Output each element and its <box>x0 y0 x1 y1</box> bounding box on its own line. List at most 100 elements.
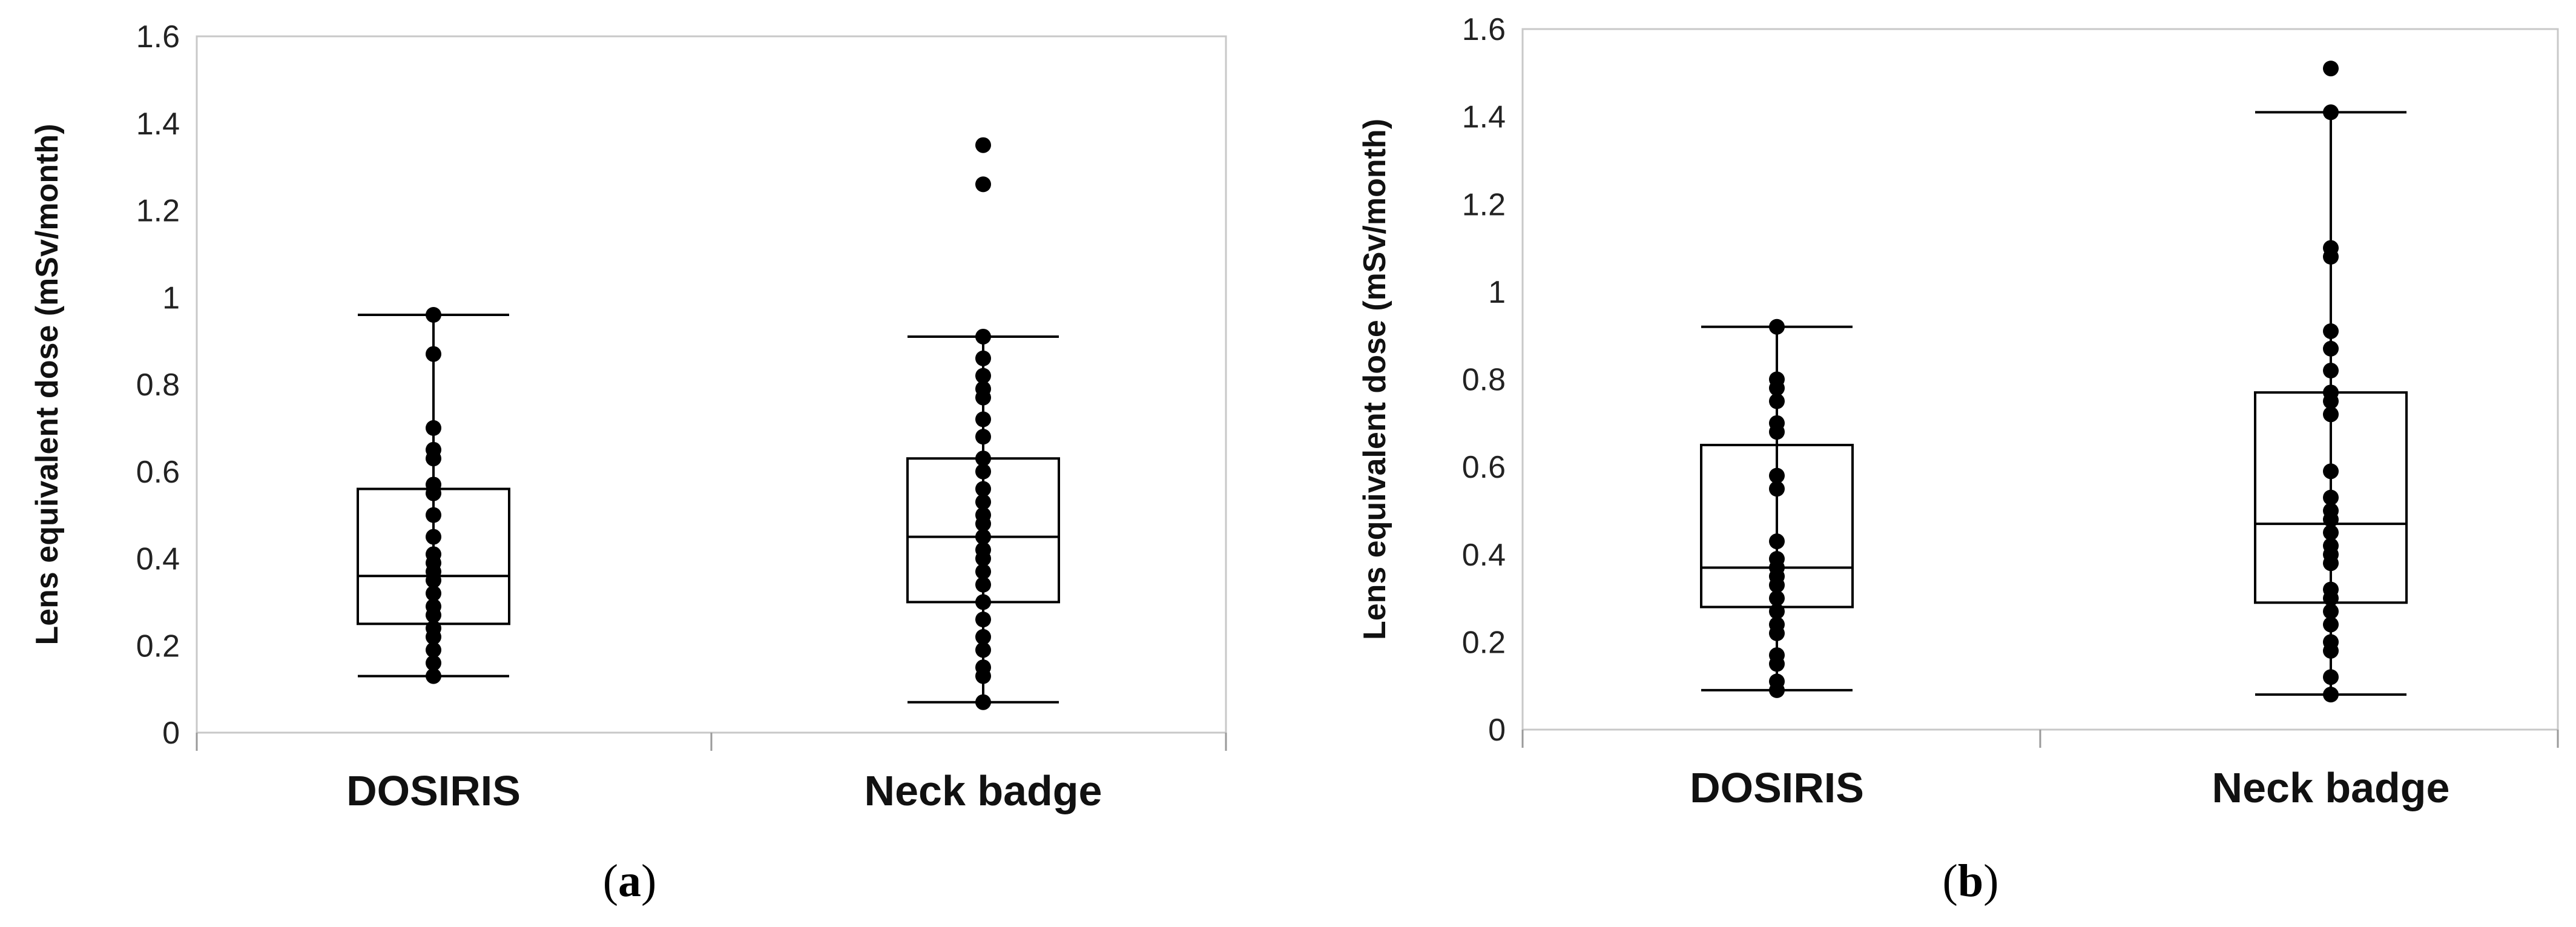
data-point <box>2323 406 2339 423</box>
x-category-label: Neck badge <box>2212 764 2450 811</box>
data-point <box>1769 603 1785 619</box>
data-point <box>1769 424 1785 440</box>
data-point <box>426 507 441 523</box>
plot-frame <box>1521 28 2559 731</box>
data-point <box>2323 340 2339 357</box>
data-point <box>975 481 991 497</box>
y-tick-label: 0 <box>1488 713 1506 748</box>
data-point <box>2323 590 2339 607</box>
data-point <box>2323 463 2339 480</box>
data-point <box>975 328 991 345</box>
data-point <box>426 485 441 501</box>
data-point <box>426 450 441 467</box>
box-dosiris <box>357 307 510 684</box>
y-tick-label: 0.6 <box>136 455 180 490</box>
y-tick-label: 0.8 <box>136 368 180 403</box>
data-point <box>1769 590 1785 607</box>
data-point <box>975 176 991 193</box>
data-point <box>975 628 991 645</box>
box-dosiris <box>1700 318 1854 698</box>
y-tick-label: 0.8 <box>1462 363 1506 398</box>
data-point <box>975 137 991 153</box>
data-point <box>975 612 991 628</box>
data-point <box>975 350 991 366</box>
y-tick-label: 0.2 <box>1462 625 1506 660</box>
y-tick-label: 0.4 <box>136 542 180 577</box>
data-point <box>2323 393 2339 409</box>
x-category-label: Neck badge <box>865 767 1102 814</box>
data-point <box>2323 616 2339 633</box>
data-point <box>975 411 991 427</box>
data-point <box>975 463 991 480</box>
y-tick-label: 1.2 <box>136 194 180 229</box>
data-point <box>2323 524 2339 541</box>
data-point <box>2323 603 2339 619</box>
data-point <box>1769 481 1785 497</box>
data-point <box>426 307 441 323</box>
y-tick-label: 1.6 <box>1462 12 1506 47</box>
data-point <box>975 550 991 567</box>
data-point <box>2323 61 2339 77</box>
y-tick-label: 1.2 <box>1462 187 1506 222</box>
data-point <box>426 655 441 671</box>
data-point <box>975 576 991 593</box>
box-neck-badge <box>906 137 1060 710</box>
data-point <box>975 564 991 580</box>
data-point <box>975 429 991 445</box>
data-point <box>975 529 991 545</box>
data-point <box>1769 318 1785 335</box>
data-point <box>1769 682 1785 698</box>
y-tick-label: 0.6 <box>1462 450 1506 485</box>
data-point <box>426 420 441 436</box>
data-point <box>426 607 441 623</box>
data-point <box>426 586 441 601</box>
data-point <box>2323 642 2339 659</box>
data-point <box>426 628 441 645</box>
data-point <box>2323 104 2339 120</box>
data-point <box>975 594 991 610</box>
data-point <box>426 346 441 362</box>
y-axis-title: Lens equivalent dose (mSv/month) <box>30 124 65 645</box>
panel-label: (b) <box>1943 856 1999 906</box>
data-point <box>2323 363 2339 379</box>
y-tick-label: 1.4 <box>136 107 180 142</box>
data-point <box>1769 467 1785 484</box>
data-point <box>426 529 441 545</box>
data-point <box>975 450 991 467</box>
y-tick-label: 0.2 <box>136 628 180 664</box>
chart-panel-a: 0 0.2 0.4 0.6 0.8 1 1.2 1.4 1.6 Lens equivalent d… <box>30 19 1227 906</box>
data-point <box>426 668 441 684</box>
data-point <box>975 668 991 684</box>
data-point <box>1769 393 1785 409</box>
data-point <box>2323 669 2339 685</box>
data-point <box>2323 511 2339 527</box>
y-tick-label: 1.4 <box>1462 100 1506 135</box>
data-point <box>975 368 991 384</box>
data-point <box>975 494 991 510</box>
data-point <box>1769 656 1785 672</box>
y-tick-label: 1 <box>162 280 180 315</box>
data-point <box>1769 380 1785 396</box>
y-tick-label: 1 <box>1488 275 1506 310</box>
data-point <box>1769 577 1785 593</box>
data-point <box>2323 249 2339 265</box>
data-point <box>426 572 441 589</box>
data-point <box>975 642 991 658</box>
data-point <box>2323 323 2339 339</box>
chart-panel-b: 0 0.2 0.4 0.6 0.8 1 1.2 1.4 1.6 Lens equivalent d… <box>1357 12 2559 906</box>
panel-label: (a) <box>603 856 657 906</box>
data-point <box>2323 489 2339 506</box>
y-axis-title: Lens equivalent dose (mSv/month) <box>1357 119 1392 640</box>
x-category-label: DOSIRIS <box>346 767 521 814</box>
data-point <box>2323 555 2339 572</box>
y-tick-label: 0 <box>162 716 180 751</box>
plot-frame <box>196 35 1227 734</box>
y-tick-label: 1.6 <box>136 19 180 54</box>
data-point <box>1769 533 1785 550</box>
data-point <box>975 389 991 406</box>
x-category-label: DOSIRIS <box>1690 764 1864 811</box>
box-neck-badge <box>2254 61 2408 703</box>
y-tick-label: 0.4 <box>1462 538 1506 573</box>
data-point <box>426 642 441 658</box>
